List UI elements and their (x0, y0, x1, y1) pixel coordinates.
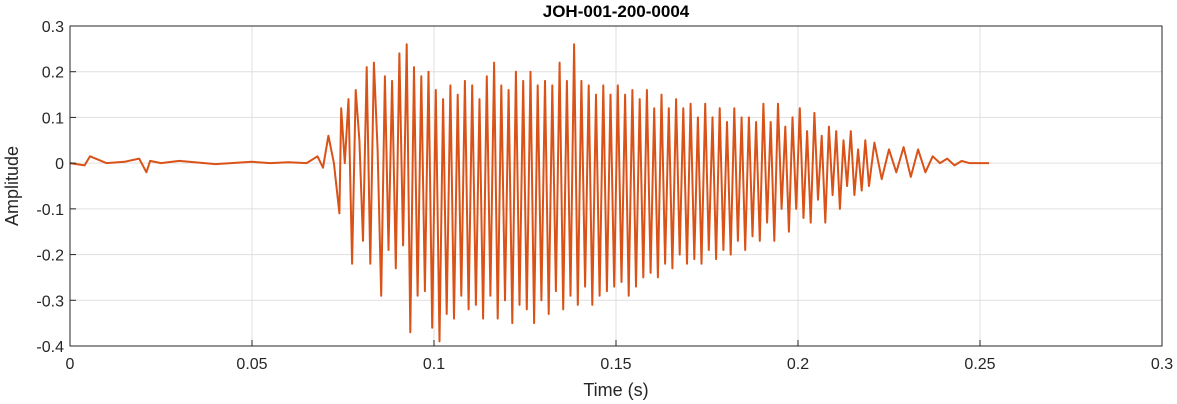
x-tick-label: 0.3 (1151, 356, 1173, 373)
grid (69, 25, 1163, 347)
y-axis-label: Amplitude (2, 146, 22, 226)
x-tick-label: 0.2 (787, 356, 809, 373)
y-tick-label: -0.1 (36, 202, 64, 219)
y-tick-label: 0.3 (42, 19, 64, 36)
y-tick-label: 0.1 (42, 110, 64, 127)
y-ticks: -0.4 -0.3 -0.2 -0.1 0 0.1 0.2 0.3 (36, 19, 76, 356)
x-tick-label: 0 (66, 356, 75, 373)
y-tick-label: 0.2 (42, 65, 64, 82)
x-tick-label: 0.25 (964, 356, 995, 373)
x-axis-label: Time (s) (583, 380, 648, 400)
x-tick-label: 0.15 (600, 356, 631, 373)
y-tick-label: 0 (55, 156, 64, 173)
x-tick-label: 0.05 (236, 356, 267, 373)
y-tick-label: -0.4 (36, 339, 64, 356)
chart-title: JOH-001-200-0004 (543, 2, 690, 21)
x-ticks: 0 0.05 0.1 0.15 0.2 0.25 0.3 (66, 340, 1173, 373)
series-layer (69, 43, 990, 343)
y-tick-label: -0.2 (36, 248, 64, 265)
y-tick-label: -0.3 (36, 293, 64, 310)
waveform-series-line (69, 43, 990, 343)
x-tick-label: 0.1 (423, 356, 445, 373)
